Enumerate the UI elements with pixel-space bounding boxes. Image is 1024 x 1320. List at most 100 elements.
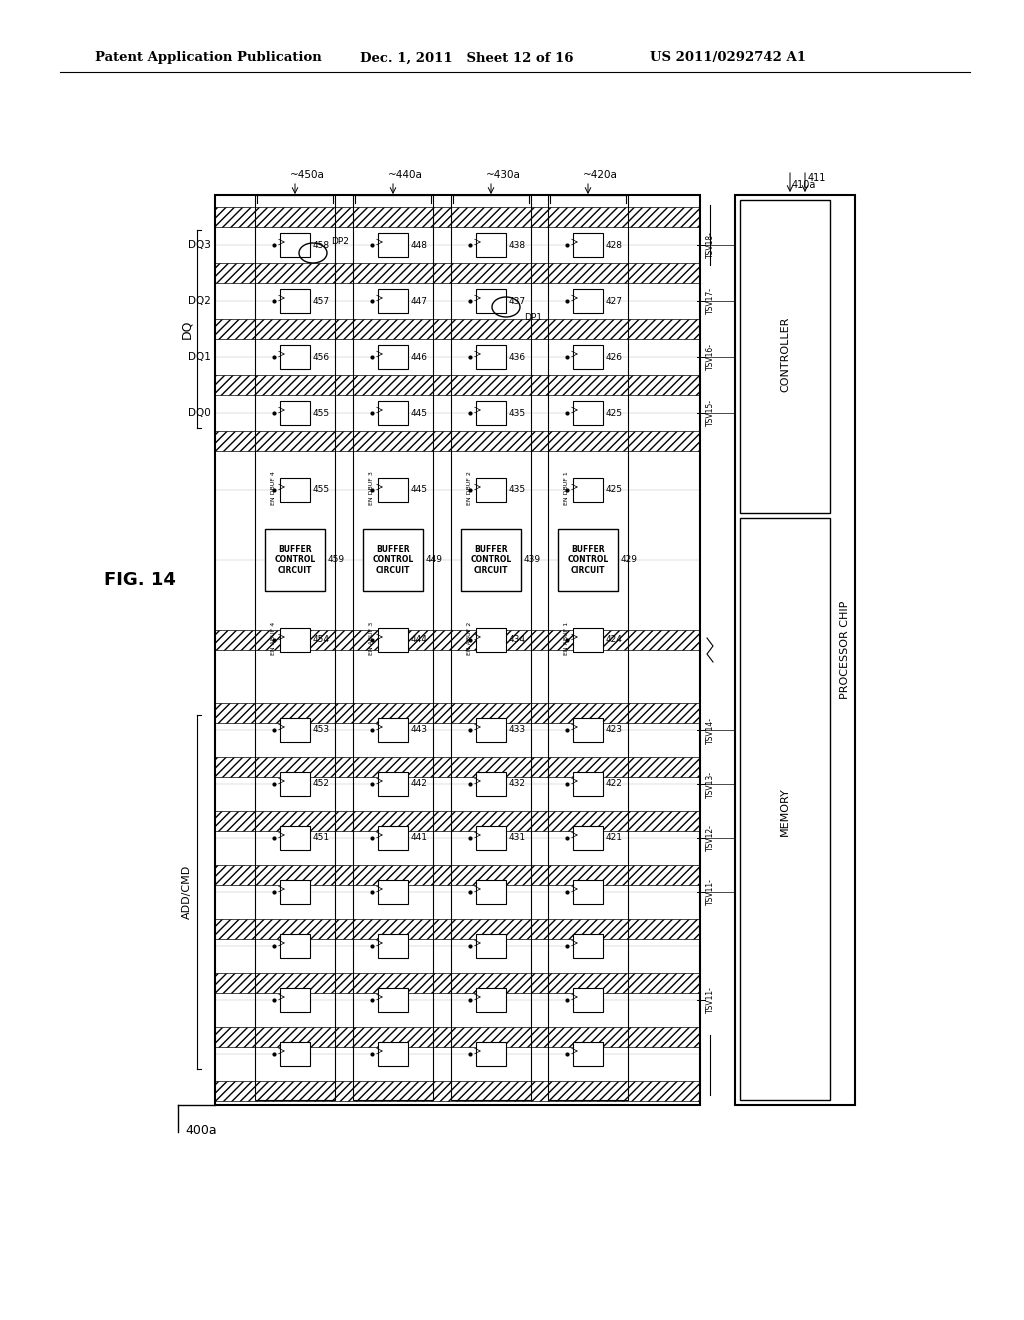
- Bar: [280, 401, 310, 425]
- Text: 444: 444: [411, 635, 428, 644]
- Text: DQ1: DQ1: [188, 352, 211, 362]
- Text: BUFFER
CONTROL
CIRCUIT: BUFFER CONTROL CIRCUIT: [567, 545, 608, 576]
- Text: EN ABUF 4: EN ABUF 4: [271, 622, 276, 655]
- Bar: [215, 319, 700, 339]
- Bar: [280, 234, 310, 257]
- Bar: [573, 289, 603, 313]
- Text: CONTROLLER: CONTROLLER: [780, 317, 790, 392]
- Bar: [255, 195, 335, 1100]
- Bar: [353, 195, 433, 1100]
- Text: 459: 459: [328, 556, 345, 565]
- Text: ~430a: ~430a: [486, 170, 521, 180]
- Bar: [573, 718, 603, 742]
- Bar: [215, 432, 700, 451]
- Bar: [476, 772, 506, 796]
- Bar: [378, 289, 408, 313]
- Bar: [476, 935, 506, 958]
- Bar: [280, 289, 310, 313]
- Text: TSV17-: TSV17-: [706, 288, 715, 314]
- Bar: [378, 401, 408, 425]
- Text: FIG. 14: FIG. 14: [104, 572, 176, 589]
- Text: 436: 436: [509, 352, 526, 362]
- Bar: [476, 826, 506, 850]
- Bar: [573, 772, 603, 796]
- Bar: [378, 987, 408, 1012]
- Bar: [548, 195, 628, 1100]
- Bar: [265, 529, 325, 591]
- Text: 442: 442: [411, 780, 428, 788]
- Text: 421: 421: [606, 833, 623, 842]
- Text: 446: 446: [411, 352, 428, 362]
- Text: 432: 432: [509, 780, 526, 788]
- Bar: [476, 234, 506, 257]
- Text: 428: 428: [606, 240, 623, 249]
- Bar: [573, 628, 603, 652]
- Text: PROCESSOR CHIP: PROCESSOR CHIP: [840, 601, 850, 700]
- Bar: [378, 478, 408, 502]
- Text: 426: 426: [606, 352, 623, 362]
- Text: BUFFER
CONTROL
CIRCUIT: BUFFER CONTROL CIRCUIT: [373, 545, 414, 576]
- Text: 445: 445: [411, 486, 428, 495]
- Bar: [215, 810, 700, 832]
- Text: EN DBUF 3: EN DBUF 3: [369, 471, 374, 506]
- Text: 425: 425: [606, 486, 623, 495]
- Text: EN DBUF 4: EN DBUF 4: [271, 471, 276, 506]
- Text: ADD/CMD: ADD/CMD: [182, 865, 193, 919]
- Bar: [280, 987, 310, 1012]
- Text: TSV15-: TSV15-: [706, 400, 715, 426]
- Text: DQ0: DQ0: [188, 408, 211, 418]
- Text: EN DBUF 2: EN DBUF 2: [467, 471, 472, 506]
- Bar: [476, 289, 506, 313]
- Bar: [573, 987, 603, 1012]
- Text: 438: 438: [509, 240, 526, 249]
- Bar: [215, 630, 700, 649]
- Bar: [215, 375, 700, 395]
- Bar: [215, 919, 700, 939]
- Text: ~440a: ~440a: [388, 170, 423, 180]
- Bar: [280, 772, 310, 796]
- Text: 449: 449: [426, 556, 443, 565]
- Text: 439: 439: [524, 556, 541, 565]
- Bar: [215, 865, 700, 884]
- Bar: [740, 201, 830, 513]
- Text: ~420a: ~420a: [583, 170, 617, 180]
- Bar: [573, 880, 603, 904]
- Text: DQ3: DQ3: [188, 240, 211, 249]
- Text: 457: 457: [313, 297, 330, 305]
- Text: EN ABUF 1: EN ABUF 1: [564, 622, 569, 655]
- Text: Dec. 1, 2011   Sheet 12 of 16: Dec. 1, 2011 Sheet 12 of 16: [360, 51, 573, 65]
- Bar: [362, 529, 423, 591]
- Bar: [280, 880, 310, 904]
- Bar: [378, 345, 408, 370]
- Text: 447: 447: [411, 297, 428, 305]
- Text: 448: 448: [411, 240, 428, 249]
- Text: 434: 434: [509, 635, 526, 644]
- Text: EN DBUF 1: EN DBUF 1: [564, 471, 569, 504]
- Bar: [215, 973, 700, 993]
- Bar: [280, 345, 310, 370]
- Text: DP1: DP1: [524, 313, 542, 322]
- Bar: [476, 718, 506, 742]
- Text: 454: 454: [313, 635, 330, 644]
- Text: 451: 451: [313, 833, 330, 842]
- Bar: [573, 345, 603, 370]
- Bar: [476, 628, 506, 652]
- Text: 455: 455: [313, 486, 330, 495]
- Text: 456: 456: [313, 352, 330, 362]
- Bar: [280, 935, 310, 958]
- Text: 441: 441: [411, 833, 428, 842]
- Bar: [378, 718, 408, 742]
- Bar: [476, 478, 506, 502]
- Text: US 2011/0292742 A1: US 2011/0292742 A1: [650, 51, 806, 65]
- Text: 433: 433: [509, 726, 526, 734]
- Bar: [573, 1041, 603, 1067]
- Text: TSV14-: TSV14-: [706, 717, 715, 743]
- Bar: [476, 1041, 506, 1067]
- Text: TSV13-: TSV13-: [706, 771, 715, 797]
- Bar: [378, 772, 408, 796]
- Bar: [378, 880, 408, 904]
- Text: TSV18-: TSV18-: [706, 231, 715, 259]
- Text: DP2: DP2: [331, 236, 349, 246]
- Bar: [280, 718, 310, 742]
- Text: 458: 458: [313, 240, 330, 249]
